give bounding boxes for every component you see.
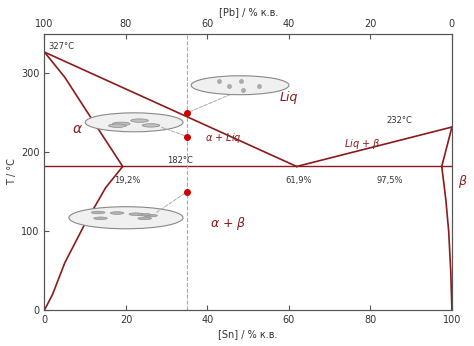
Circle shape <box>110 212 124 215</box>
Circle shape <box>131 119 148 122</box>
Circle shape <box>138 217 152 220</box>
Text: Liq: Liq <box>280 91 298 103</box>
Text: $\alpha$: $\alpha$ <box>72 122 82 136</box>
Circle shape <box>191 76 289 95</box>
Circle shape <box>129 213 143 216</box>
Text: $\alpha$ + Liq: $\alpha$ + Liq <box>205 131 242 145</box>
Circle shape <box>91 211 105 214</box>
Text: 232°C: 232°C <box>387 117 412 126</box>
Text: 61,9%: 61,9% <box>285 176 311 185</box>
Text: $\beta$: $\beta$ <box>458 173 468 190</box>
Circle shape <box>142 124 160 127</box>
Circle shape <box>144 214 157 217</box>
Circle shape <box>137 213 151 216</box>
Text: Liq + $\beta$: Liq + $\beta$ <box>344 137 381 152</box>
Text: 182°C: 182°C <box>167 156 192 165</box>
Text: 327°C: 327°C <box>48 42 74 51</box>
Circle shape <box>109 124 126 127</box>
Text: 97,5%: 97,5% <box>376 176 403 185</box>
Text: 19,2%: 19,2% <box>114 176 140 185</box>
Circle shape <box>69 207 183 229</box>
Circle shape <box>85 113 183 132</box>
Y-axis label: T / °C: T / °C <box>7 158 17 185</box>
X-axis label: [Pb] / % к.в.: [Pb] / % к.в. <box>219 7 278 17</box>
Circle shape <box>94 217 107 220</box>
Text: $\alpha$ + $\beta$: $\alpha$ + $\beta$ <box>210 215 246 232</box>
X-axis label: [Sn] / % к.в.: [Sn] / % к.в. <box>219 329 278 339</box>
Circle shape <box>112 122 130 126</box>
